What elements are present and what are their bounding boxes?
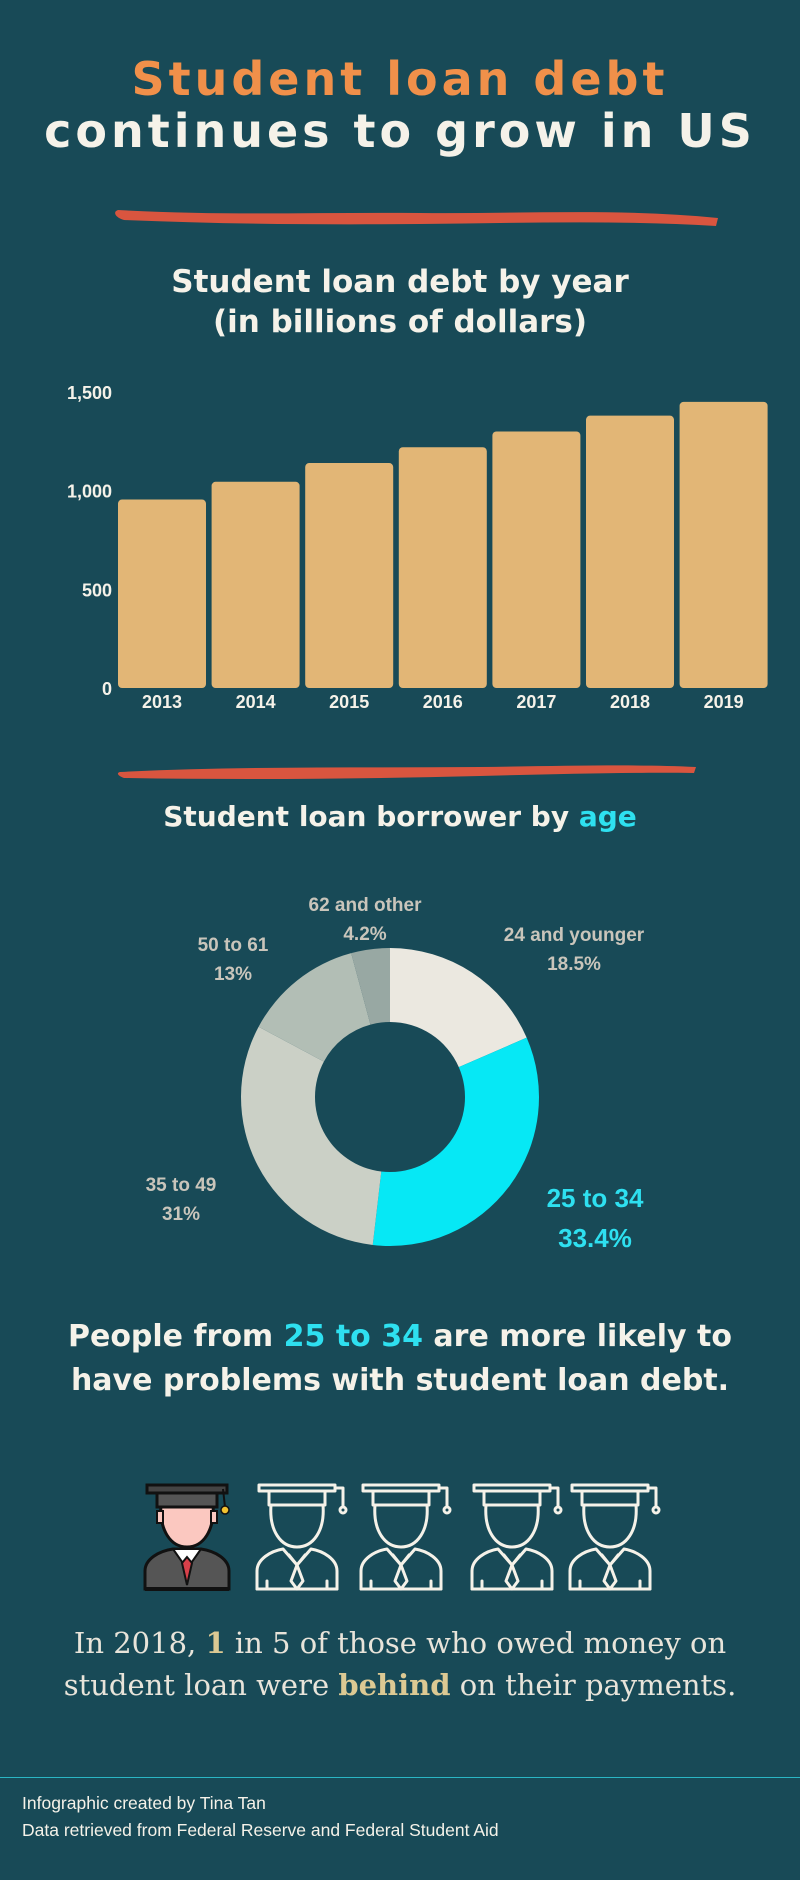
x-tick-label: 2019 [704, 692, 744, 712]
key-statement: People from 25 to 34 are more likely to … [67, 1319, 733, 1398]
y-tick-label: 1,500 [67, 383, 112, 403]
x-tick-label: 2014 [236, 692, 276, 712]
x-tick-label: 2013 [142, 692, 182, 712]
donut-slice-2 [241, 1026, 382, 1245]
bar-2013 [118, 499, 206, 688]
bar-2016 [398, 447, 487, 688]
y-tick-label: 1,000 [67, 482, 112, 502]
graduate-filled-icon [143, 1483, 231, 1591]
pie-label-62-and-other: 62 and other 4.2% [308, 895, 422, 945]
pie-label-50-to-61: 50 to 61 13% [197, 935, 269, 985]
bar-2014 [211, 481, 300, 688]
x-tick-label: 2018 [610, 692, 650, 712]
donut-chart-title: Student loan borrower by age [163, 800, 637, 833]
graduate-icons-row [143, 1483, 661, 1591]
footer-divider [0, 1777, 800, 1778]
y-tick-label: 500 [82, 580, 112, 600]
bar-2018 [586, 415, 674, 688]
title-line-1: Student loan debt [131, 52, 669, 106]
donut-slice-0 [390, 948, 527, 1068]
pie-label-35-to-49: 35 to 49 31% [145, 1175, 217, 1225]
bar-2017 [492, 431, 581, 688]
graduate-outline-icon [568, 1483, 661, 1591]
bar-chart: 0 500 1,000 1,500 2013 2014 2015 2016 2017 2018 20… [67, 383, 768, 712]
donut-slice-1 [372, 1037, 539, 1246]
pie-label-25-to-34: 25 to 34 33.4% [546, 1183, 644, 1253]
footer-source: Data retrieved from Federal Reserve and … [22, 1820, 499, 1840]
bar-2015 [305, 463, 394, 688]
donut-slice-4 [351, 948, 390, 1025]
bar-2019 [679, 401, 768, 688]
x-tick-label: 2017 [516, 692, 556, 712]
footer-credit: Infographic created by Tina Tan [22, 1793, 266, 1813]
divider-brush-stroke-middle [117, 765, 697, 780]
donut-chart [241, 948, 539, 1246]
fact-text: In 2018, 1 in 5 of those who owed money … [63, 1626, 737, 1702]
graduate-outline-icon [470, 1483, 563, 1591]
title-line-2: continues to grow in US [44, 104, 756, 158]
y-tick-label: 0 [102, 679, 112, 699]
x-tick-label: 2016 [423, 692, 463, 712]
divider-brush-stroke-top [115, 210, 719, 226]
bar-chart-title: Student loan debt by year (in billions o… [171, 264, 629, 340]
graduate-outline-icon [359, 1483, 452, 1591]
pie-label-24-and-younger: 24 and younger 18.5% [503, 925, 645, 975]
graduate-outline-icon [255, 1483, 348, 1591]
donut-slice-3 [258, 953, 371, 1062]
x-tick-label: 2015 [329, 692, 369, 712]
